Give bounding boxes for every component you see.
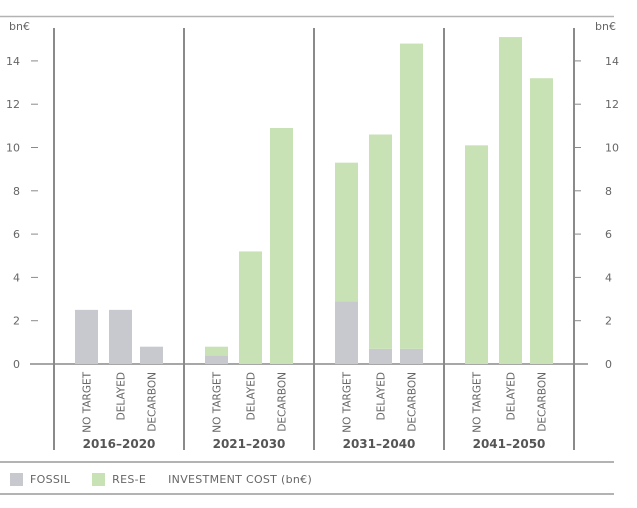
y-tick-label-right: 2	[605, 315, 612, 328]
x-tick-label: DELAYED	[506, 372, 518, 420]
x-tick-label: NO TARGET	[82, 371, 94, 432]
bar-res-e	[205, 346, 228, 356]
bar-fossil	[400, 348, 423, 364]
bar-fossil	[109, 309, 132, 364]
bar-fossil	[369, 348, 392, 364]
bar-res-e	[335, 162, 358, 302]
bar-res-e	[400, 43, 423, 349]
y-tick-label-left: 14	[6, 55, 20, 68]
y-tick-label-left: 4	[13, 271, 20, 284]
y-tick-label-right: 6	[605, 228, 612, 241]
y-axis-left: 0 2 4 6 8 10 12 14	[6, 55, 38, 371]
bar-res-e	[239, 251, 262, 364]
x-axis-labels: NO TARGET DELAYED DECARBON NO TARGET DELAYED…	[82, 371, 549, 432]
y-tick-label-left: 12	[6, 98, 20, 111]
y-unit-label-right: bn€	[595, 20, 616, 33]
x-tick-label: NO TARGET	[342, 371, 354, 432]
legend-label-fossil: FOSSIL	[30, 472, 71, 486]
group-label: 2041–2050	[473, 437, 546, 451]
group-label: 2016–2020	[83, 437, 156, 451]
y-tick-label-right: 4	[605, 271, 612, 284]
group-labels: 2016–2020 2021–2030 2031–2040 2041–2050	[83, 437, 546, 451]
y-tick-label-left: 10	[6, 142, 20, 155]
legend-swatch-fossil	[10, 472, 23, 486]
bar-res-e	[369, 134, 392, 349]
y-tick-label-left: 2	[13, 315, 20, 328]
group-label: 2031–2040	[343, 437, 416, 451]
legend-item-res-e: RES-E	[92, 472, 147, 486]
bar-fossil	[205, 355, 228, 364]
bar-res-e	[530, 78, 553, 364]
x-tick-label: DECARBON	[537, 372, 549, 432]
y-tick-label-right: 10	[605, 142, 619, 155]
y-unit-label-left: bn€	[9, 20, 30, 33]
group-label: 2021–2030	[213, 437, 286, 451]
bar-fossil	[335, 301, 358, 364]
bar-fossil	[140, 346, 163, 364]
x-tick-label: DELAYED	[246, 372, 258, 420]
x-tick-label: NO TARGET	[212, 371, 224, 432]
bar-res-e	[499, 37, 522, 365]
bar-fossil	[75, 309, 98, 364]
x-tick-label: DECARBON	[407, 372, 419, 432]
x-tick-label: DELAYED	[116, 372, 128, 420]
legend-label-res-e: RES-E	[112, 472, 147, 486]
y-tick-label-right: 14	[605, 55, 619, 68]
x-tick-label: DECARBON	[147, 372, 159, 432]
legend-swatch-res-e	[92, 472, 106, 486]
x-tick-label: NO TARGET	[472, 371, 484, 432]
bar-res-e	[270, 128, 293, 364]
x-tick-label: DELAYED	[376, 372, 388, 420]
y-tick-label-left: 6	[13, 228, 20, 241]
legend-note: INVESTMENT COST (bn€)	[168, 472, 313, 486]
legend: FOSSIL RES-E INVESTMENT COST (bn€)	[10, 470, 312, 488]
y-axis-right: 0 2 4 6 8 10 12 14	[574, 55, 619, 371]
group-dividers	[53, 28, 575, 450]
bars	[75, 37, 553, 365]
legend-item-fossil: FOSSIL	[10, 472, 71, 486]
y-tick-label-right: 8	[605, 185, 612, 198]
y-tick-label-left: 0	[13, 358, 20, 371]
y-tick-label-right: 0	[605, 358, 612, 371]
x-tick-label: DECARBON	[277, 372, 289, 432]
bar-res-e	[465, 145, 488, 364]
y-tick-label-left: 8	[13, 185, 20, 198]
y-tick-label-right: 12	[605, 98, 619, 111]
